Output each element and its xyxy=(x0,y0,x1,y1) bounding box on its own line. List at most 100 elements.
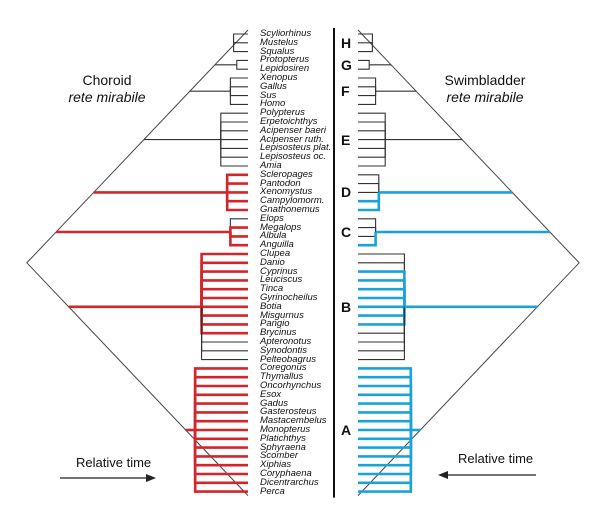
swimbladder-title: Swimbladder xyxy=(444,72,526,88)
right-branch-protopterus xyxy=(358,59,370,65)
taxon-label: Apteronotus xyxy=(260,336,312,347)
clade-letter-a: A xyxy=(341,422,352,438)
left-branch-scyliorhinus xyxy=(233,33,248,43)
left-branch-polypterus xyxy=(220,112,248,140)
right-branch-polypterus xyxy=(358,112,386,140)
taxon-label: Danio xyxy=(260,256,285,268)
clade-letter-g: G xyxy=(341,56,352,73)
taxon-label: Gnathonemus xyxy=(260,204,320,215)
taxon-label: Mastacembelus xyxy=(260,415,327,427)
clade-letter-d: D xyxy=(341,184,352,201)
taxon-label: Protopterus xyxy=(260,54,310,66)
taxon-label: Coryphaena xyxy=(260,468,312,479)
left-branch-albula xyxy=(229,232,248,238)
right-branch-oncorhynchus xyxy=(358,384,413,430)
right-branch-synodontis xyxy=(358,306,405,352)
taxon-label: Tinca xyxy=(260,283,284,295)
taxon-label: Cyprinus xyxy=(260,265,298,277)
left-branch-gyrinocheilus xyxy=(200,296,248,307)
taxon-label: Elops xyxy=(260,212,284,224)
right-branch-sus xyxy=(358,91,377,97)
taxon-label: Lepisosteus plat. xyxy=(260,142,332,154)
right-branch-brycinus xyxy=(358,306,405,334)
right-branch-campylomorm- xyxy=(358,192,381,203)
left-branch-sus xyxy=(229,91,248,97)
relative-time-left-arrow xyxy=(60,474,156,482)
clade-letter-e: E xyxy=(341,131,351,148)
choroid-panel-title: Choroid rete mirabile xyxy=(62,72,152,106)
left-branch-amia xyxy=(220,139,248,167)
taxon-label: Platichthys xyxy=(260,432,306,444)
taxon-label: Sphyraena xyxy=(260,441,306,453)
right-branch-gadus xyxy=(358,402,413,430)
left-branch-lepisosteus-plat- xyxy=(220,139,248,149)
right-tree xyxy=(357,29,580,496)
taxon-label: Xiphias xyxy=(260,459,292,471)
right-branch-lepisosteus-plat- xyxy=(358,139,386,149)
left-tree xyxy=(26,29,249,496)
left-branch-platichthys xyxy=(193,430,248,441)
right-branch-albula xyxy=(358,232,377,237)
taxon-label: Pangio xyxy=(260,318,290,330)
taxon-label: Albula xyxy=(260,230,287,242)
taxon-label: Scomber xyxy=(260,450,299,462)
left-branch-synodontis xyxy=(201,306,248,352)
taxon-label: Amia xyxy=(260,160,282,171)
left-branch-mastacembelus xyxy=(193,419,248,430)
clade-letter-c: C xyxy=(341,224,352,240)
choroid-subtitle: rete mirabile xyxy=(68,89,146,105)
taxon-label: Coregonus xyxy=(260,362,307,374)
left-branch-oncorhynchus xyxy=(193,384,248,430)
left-branch-homo xyxy=(229,91,248,105)
taxon-label: Oncorhynchus xyxy=(260,380,322,391)
left-branch-protopterus xyxy=(236,59,248,65)
swimbladder-panel-title: Swimbladder rete mirabile xyxy=(430,72,540,106)
right-branch-anguilla xyxy=(358,232,377,247)
relative-time-right-arrow xyxy=(438,471,536,479)
taxon-label: Acipenser baeri xyxy=(260,124,327,136)
left-branch-gallus xyxy=(229,86,248,92)
taxon-label: Megalops xyxy=(260,221,302,233)
right-branch-misgurnus xyxy=(358,306,406,317)
taxon-label: Thymallus xyxy=(260,371,304,383)
taxon-label: Gyrinocheilus xyxy=(260,292,318,303)
taxon-label: Esox xyxy=(260,388,282,400)
right-branch-gyrinocheilus xyxy=(358,296,406,307)
clade-letter-h: H xyxy=(341,34,352,51)
taxon-label: Clupea xyxy=(260,248,291,259)
right-branch-homo xyxy=(358,91,377,105)
taxon-label: Polypterus xyxy=(260,107,305,119)
taxon-label: Pantodon xyxy=(260,177,301,189)
right-branch-pelteobagrus xyxy=(358,306,405,361)
left-branch-leuciscus xyxy=(200,279,248,307)
left-branch-lepidosiren xyxy=(236,64,248,70)
taxon-label: Brycinus xyxy=(260,327,297,339)
left-branch-campylomorm- xyxy=(225,192,248,203)
right-branch-elops xyxy=(358,218,377,232)
taxon-label: Scleropages xyxy=(260,168,313,180)
right-branch-gnathonemus xyxy=(358,192,381,212)
clade-letter-b: B xyxy=(341,298,352,315)
taxon-label: Campylomorm. xyxy=(260,195,325,207)
right-branch-megalops xyxy=(358,227,377,232)
taxon-label: Acipenser ruth. xyxy=(260,133,324,145)
right-branch-perca xyxy=(358,430,413,493)
left-branch-gadus xyxy=(193,402,248,430)
left-branch-acipenser-baeri xyxy=(220,130,248,140)
taxon-label: Botia xyxy=(260,300,282,312)
right-branch-lepidosiren xyxy=(358,64,370,70)
left-branch-anguilla xyxy=(229,232,248,247)
left-branch-squalus xyxy=(233,42,248,53)
right-branch-acipenser-baeri xyxy=(358,130,386,140)
swimbladder-subtitle: rete mirabile xyxy=(446,89,524,105)
taxon-label: Gasterosteus xyxy=(260,406,317,418)
taxon-label: Mustelus xyxy=(260,36,299,48)
right-branch-amia xyxy=(358,139,386,167)
right-branch-gallus xyxy=(358,86,377,92)
taxon-label: Erpetoichthys xyxy=(260,116,318,127)
taxon-label: Gallus xyxy=(260,80,287,92)
left-branch-misgurnus xyxy=(200,306,248,317)
left-branch-xenopus xyxy=(229,77,248,92)
relative-time-left-label: Relative time xyxy=(76,455,152,470)
